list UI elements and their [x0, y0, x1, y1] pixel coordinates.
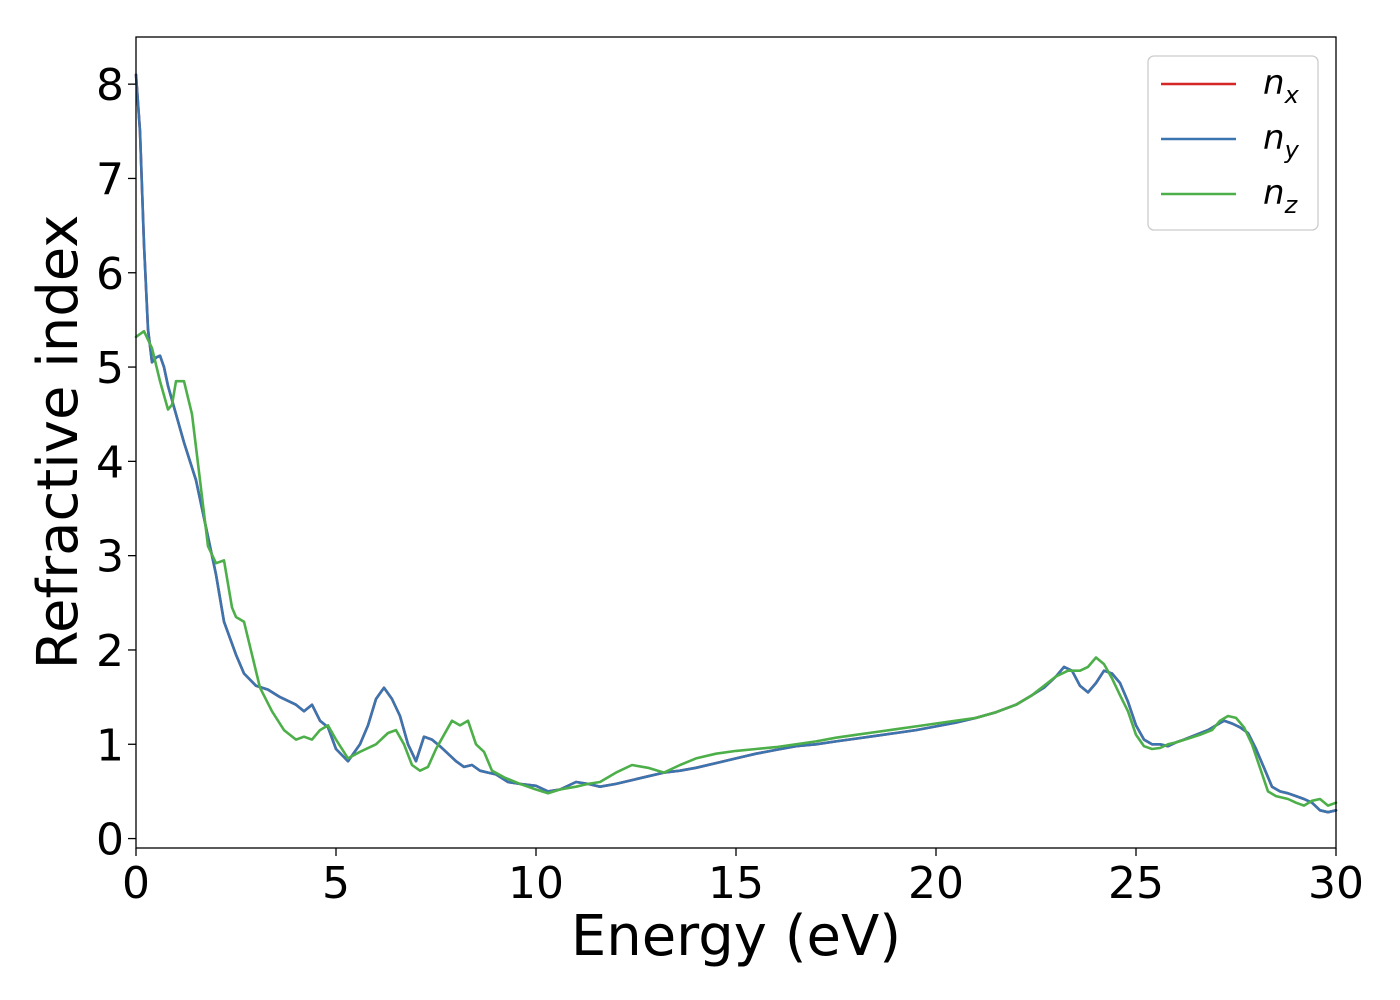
y-tick-label: 2	[96, 626, 124, 677]
series-line-z	[134, 329, 1338, 807]
legend-box	[1147, 55, 1319, 231]
y-tick-label: 3	[96, 532, 124, 583]
x-axis-ticks: 0 5 10 15 20 25 30	[122, 848, 1364, 909]
y-axis-label: Refractive index	[26, 215, 91, 670]
x-tick-label: 10	[508, 858, 564, 909]
legend-label-x: nx	[1263, 63, 1300, 109]
legend: nx ny nz	[1147, 55, 1319, 231]
y-tick-label: 6	[96, 249, 124, 300]
x-tick-label: 20	[908, 858, 964, 909]
x-axis-label: Energy (eV)	[571, 904, 901, 969]
plot-area-frame	[135, 36, 1337, 849]
y-tick-label: 5	[96, 343, 124, 394]
y-tick-label: 7	[96, 154, 124, 205]
x-tick-label: 0	[122, 858, 150, 909]
y-tick-label: 4	[96, 437, 124, 488]
y-tick-label: 0	[96, 815, 124, 866]
plot-lines	[134, 73, 1338, 814]
x-tick-label: 25	[1108, 858, 1164, 909]
y-tick-label: 1	[96, 720, 124, 771]
legend-label-y: ny	[1263, 118, 1300, 164]
x-tick-label: 5	[322, 858, 350, 909]
x-tick-label: 15	[708, 858, 764, 909]
y-axis-ticks: 0 1 2 3 4 5 6 7 8	[96, 60, 136, 866]
legend-label-z: nz	[1263, 173, 1299, 219]
x-tick-label: 30	[1308, 858, 1364, 909]
y-tick-label: 8	[96, 60, 124, 111]
